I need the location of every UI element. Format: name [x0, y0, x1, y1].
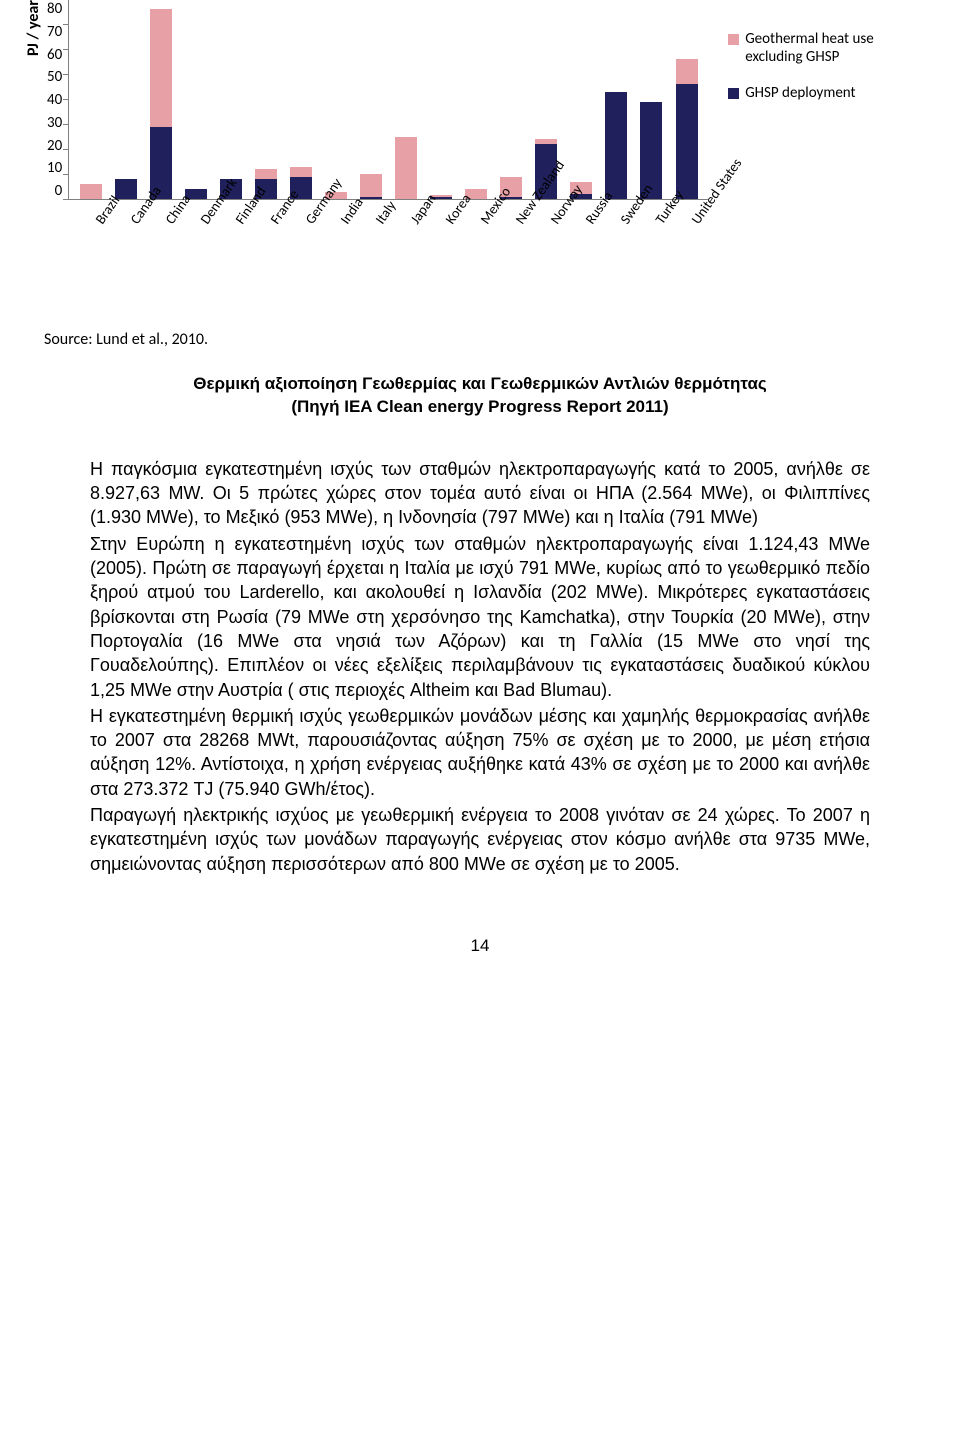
legend-item-0: Geothermal heat use excluding GHSP: [728, 30, 908, 66]
chart-source: Source: Lund et al., 2010.: [44, 330, 940, 349]
x-label: Japan: [404, 197, 434, 227]
x-label: Brazil: [88, 197, 118, 227]
legend-label-1: GHSP deployment: [745, 84, 855, 102]
x-label: France: [263, 197, 293, 227]
bar-italy: [360, 174, 382, 199]
y-tick: 20: [47, 137, 62, 155]
bar-segment-top: [360, 174, 382, 197]
caption-line-2: (Πηγή IEA Clean energy Progress Report 2…: [291, 397, 668, 416]
bar-segment-bottom: [115, 179, 137, 199]
bar-segment-top: [676, 59, 698, 84]
bar-united-states: [676, 59, 698, 199]
caption-line-1: Θερμική αξιοποίηση Γεωθερμίας και Γεωθερ…: [193, 374, 767, 393]
x-label: Sweden: [614, 197, 644, 227]
x-label: Norway: [544, 197, 574, 227]
y-tick: 70: [47, 23, 62, 41]
bar-canada: [115, 179, 137, 199]
paragraph-2: Η εγκατεστημένη θερμική ισχύς γεωθερμικώ…: [90, 704, 870, 801]
y-axis-label: PJ / year: [20, 0, 47, 106]
bar-china: [150, 9, 172, 199]
x-label: China: [158, 197, 188, 227]
y-tick: 40: [47, 91, 62, 109]
bar-segment-top: [80, 184, 102, 199]
legend-label-0: Geothermal heat use excluding GHSP: [745, 30, 908, 66]
bar-sweden: [605, 92, 627, 200]
x-label: Germany: [298, 197, 328, 227]
bar-segment-top: [395, 137, 417, 200]
y-tick: 10: [47, 159, 62, 177]
x-label: India: [334, 197, 364, 227]
x-label: Turkey: [649, 197, 679, 227]
x-label: Russia: [579, 197, 609, 227]
chart-x-labels: BrazilCanadaChinaDenmarkFinlandFranceGer…: [69, 199, 708, 220]
bar-japan: [395, 137, 417, 200]
figure-caption: Θερμική αξιοποίηση Γεωθερμίας και Γεωθερ…: [90, 373, 870, 419]
y-tick: 0: [55, 182, 63, 200]
y-tick: 60: [47, 46, 62, 64]
paragraph-3: Παραγωγή ηλεκτρικής ισχύος με γεωθερμική…: [90, 803, 870, 876]
bar-brazil: [80, 184, 102, 199]
x-label: Italy: [369, 197, 399, 227]
bar-segment-bottom: [605, 92, 627, 200]
page-number: 14: [0, 936, 960, 956]
chart-plot-area: BrazilCanadaChinaDenmarkFinlandFranceGer…: [68, 0, 708, 200]
paragraph-0: Η παγκόσμια εγκατεστημένη ισχύς των σταθ…: [90, 457, 870, 530]
chart-bars: [69, 0, 708, 199]
legend-swatch-1: [728, 88, 739, 99]
bar-segment-top: [255, 169, 277, 179]
body-text: Η παγκόσμια εγκατεστημένη ισχύς των σταθ…: [90, 457, 870, 876]
x-label: Denmark: [193, 197, 223, 227]
x-label: Mexico: [474, 197, 504, 227]
y-tick: 30: [47, 114, 62, 132]
x-label: Canada: [123, 197, 153, 227]
y-axis-ticks: 80 70 60 50 40 30 20 10 0: [47, 0, 68, 200]
x-label: United States: [684, 197, 714, 227]
chart-container: PJ / year 80 70 60 50 40 30 20 10 0 BrazilCanada…: [20, 0, 940, 349]
y-tick: 50: [47, 68, 62, 86]
bar-segment-top: [150, 9, 172, 127]
x-label: Korea: [439, 197, 469, 227]
bar-segment-top: [290, 167, 312, 177]
bar-segment-bottom: [676, 84, 698, 199]
legend-item-1: GHSP deployment: [728, 84, 908, 102]
y-tick: 80: [47, 0, 62, 18]
x-label: Finland: [228, 197, 258, 227]
chart-legend: Geothermal heat use excluding GHSP GHSP …: [708, 0, 918, 120]
paragraph-1: Στην Ευρώπη η εγκατεστημένη ισχύς των στ…: [90, 532, 870, 702]
x-label: New Zealand: [509, 197, 539, 227]
legend-swatch-0: [728, 34, 739, 45]
